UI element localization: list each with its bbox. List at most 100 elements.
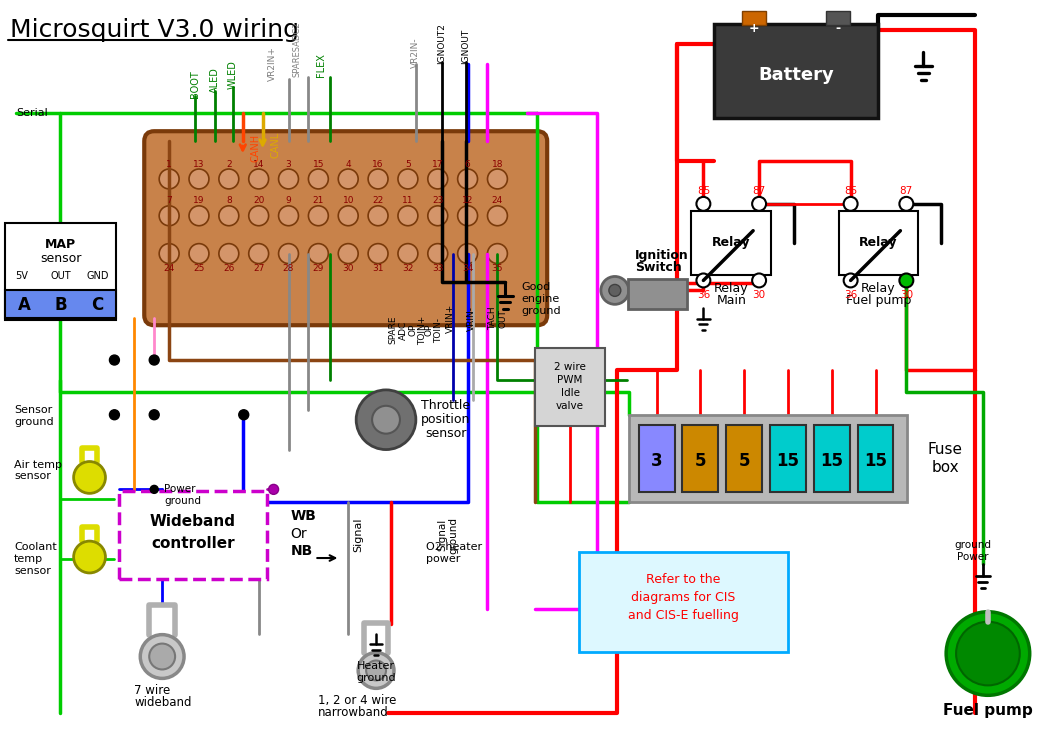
- Text: 8: 8: [226, 196, 232, 205]
- Text: +: +: [748, 22, 760, 35]
- Text: 5: 5: [405, 159, 411, 168]
- Text: 25: 25: [194, 264, 205, 273]
- Bar: [5, 290, 117, 318]
- Text: Fuse
box: Fuse box: [928, 442, 963, 475]
- Circle shape: [428, 243, 448, 264]
- Circle shape: [899, 273, 913, 287]
- Text: 5: 5: [738, 451, 750, 470]
- Text: and CIS-E fuelling: and CIS-E fuelling: [628, 609, 739, 623]
- Circle shape: [159, 206, 179, 226]
- Text: Serial: Serial: [16, 108, 48, 118]
- Text: 27: 27: [253, 264, 264, 273]
- Text: 15: 15: [777, 451, 799, 470]
- Text: MAP: MAP: [45, 238, 76, 251]
- Circle shape: [398, 169, 417, 189]
- Text: ground: ground: [522, 306, 561, 316]
- Circle shape: [843, 197, 858, 211]
- Circle shape: [753, 273, 766, 287]
- Bar: [628, 279, 687, 309]
- Circle shape: [238, 410, 249, 420]
- Text: narrowband: narrowband: [319, 706, 389, 719]
- Bar: [839, 211, 918, 276]
- Text: TACH
OUT: TACH OUT: [488, 306, 507, 330]
- Circle shape: [609, 284, 620, 296]
- Text: Power: Power: [958, 552, 989, 562]
- Text: 1: 1: [167, 159, 172, 168]
- Text: WLED: WLED: [228, 60, 237, 90]
- Bar: [639, 425, 675, 492]
- Circle shape: [338, 169, 358, 189]
- Circle shape: [366, 661, 386, 681]
- Text: power: power: [426, 554, 460, 564]
- Text: 11: 11: [402, 196, 413, 205]
- Text: ALED: ALED: [210, 68, 220, 93]
- Bar: [5, 223, 117, 320]
- Bar: [579, 552, 788, 651]
- Circle shape: [308, 243, 328, 264]
- Text: 34: 34: [462, 264, 474, 273]
- Text: 30: 30: [753, 290, 766, 301]
- Bar: [814, 425, 849, 492]
- Text: engine: engine: [522, 294, 560, 304]
- Bar: [691, 211, 771, 276]
- Text: 35: 35: [491, 264, 503, 273]
- Text: IGNOUT: IGNOUT: [461, 29, 471, 63]
- Circle shape: [74, 462, 105, 493]
- Circle shape: [279, 169, 299, 189]
- Circle shape: [219, 206, 238, 226]
- Circle shape: [149, 644, 175, 670]
- Text: Sensor: Sensor: [14, 405, 52, 415]
- Circle shape: [109, 410, 120, 420]
- Circle shape: [74, 541, 105, 573]
- Circle shape: [369, 243, 388, 264]
- Text: Main: Main: [716, 294, 746, 306]
- Text: sensor: sensor: [14, 566, 51, 576]
- Text: 2 wire: 2 wire: [554, 362, 586, 372]
- Bar: [629, 415, 908, 502]
- Text: 16: 16: [373, 159, 384, 168]
- Circle shape: [428, 206, 448, 226]
- Text: WB: WB: [290, 509, 316, 523]
- Circle shape: [369, 169, 388, 189]
- Text: 15: 15: [820, 451, 843, 470]
- Text: 15: 15: [312, 159, 324, 168]
- Text: 22: 22: [373, 196, 384, 205]
- Bar: [727, 425, 762, 492]
- Text: valve: valve: [556, 401, 584, 411]
- Text: 4: 4: [346, 159, 351, 168]
- Text: Heater: Heater: [357, 662, 396, 672]
- Text: 14: 14: [253, 159, 264, 168]
- Text: -: -: [835, 22, 840, 35]
- Text: VRIN+: VRIN+: [447, 304, 455, 333]
- Text: 1, 2 or 4 wire: 1, 2 or 4 wire: [319, 694, 397, 707]
- Text: Signal
ground: Signal ground: [437, 517, 458, 553]
- Text: 15: 15: [864, 451, 887, 470]
- Text: sensor: sensor: [425, 427, 466, 440]
- Text: Battery: Battery: [758, 66, 834, 85]
- Bar: [770, 425, 806, 492]
- Text: 24: 24: [163, 264, 175, 273]
- Text: GND: GND: [86, 271, 108, 282]
- Text: 12: 12: [462, 196, 474, 205]
- Bar: [120, 492, 266, 579]
- Circle shape: [372, 406, 400, 434]
- Circle shape: [487, 206, 507, 226]
- Circle shape: [308, 169, 328, 189]
- Text: Fuel pump: Fuel pump: [943, 703, 1033, 718]
- Text: Good: Good: [522, 282, 551, 293]
- Text: Wideband: Wideband: [150, 514, 236, 528]
- Circle shape: [398, 243, 417, 264]
- Text: 21: 21: [312, 196, 324, 205]
- Circle shape: [843, 273, 858, 287]
- Text: 19: 19: [194, 196, 205, 205]
- Text: Switch: Switch: [635, 261, 682, 274]
- Bar: [714, 24, 879, 118]
- Text: PWM: PWM: [557, 375, 583, 385]
- FancyBboxPatch shape: [145, 132, 548, 325]
- Circle shape: [696, 197, 710, 211]
- Bar: [683, 425, 718, 492]
- Text: 30: 30: [342, 264, 354, 273]
- Text: IGNOUT2: IGNOUT2: [437, 23, 447, 63]
- Circle shape: [946, 612, 1030, 695]
- Text: CANL: CANL: [271, 132, 281, 158]
